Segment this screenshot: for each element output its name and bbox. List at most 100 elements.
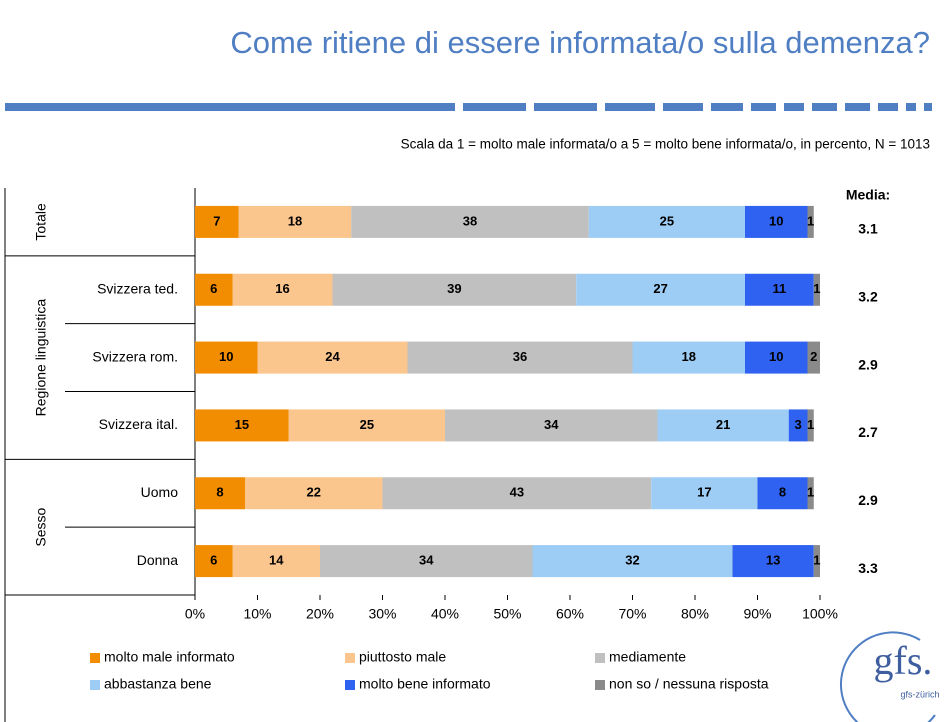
legend-label: piuttosto male (359, 649, 446, 665)
bar-segment (257, 341, 408, 374)
logo: gfs. (874, 638, 933, 683)
bar-segment (813, 273, 820, 306)
group-label: Totale (33, 203, 49, 241)
legend-label: molto bene informato (359, 676, 491, 692)
x-tick-label: 30% (368, 606, 396, 622)
value-label: 8 (216, 485, 223, 500)
logo-sub: gfs-zürich (900, 689, 939, 699)
group-label: Sesso (33, 508, 49, 547)
legend-swatch (345, 680, 355, 690)
legend-swatch (90, 680, 100, 690)
bar-segment (807, 409, 814, 442)
bar-segment (657, 409, 789, 442)
bar-segment (632, 341, 745, 374)
bar-segment (576, 273, 745, 306)
value-label: 21 (716, 417, 730, 432)
bar-segment (807, 477, 814, 510)
value-label: 22 (307, 485, 321, 500)
bar-segment (195, 273, 233, 306)
x-tick-label: 70% (618, 606, 646, 622)
legend-label: mediamente (609, 649, 686, 665)
value-label: 25 (360, 417, 374, 432)
value-label: 6 (210, 553, 217, 568)
logo-arc (839, 631, 936, 722)
value-label: 13 (766, 553, 780, 568)
bar-segment (195, 409, 289, 442)
bar-segment (757, 477, 808, 510)
x-tick-label: 40% (431, 606, 459, 622)
bar-segment (382, 477, 652, 510)
bar-segment (195, 477, 245, 510)
value-label: 10 (769, 349, 783, 364)
legend-swatch (90, 653, 100, 663)
x-tick-label: 90% (743, 606, 771, 622)
value-label: 18 (682, 349, 696, 364)
x-tick-label: 80% (681, 606, 709, 622)
bar-segment (788, 409, 808, 442)
value-label: 1 (807, 213, 814, 228)
value-label: 7 (213, 213, 220, 228)
category-label: Svizzera rom. (92, 348, 178, 364)
bar-segment (232, 273, 333, 306)
x-tick-label: 100% (802, 606, 838, 622)
group-label: Regione linguistica (33, 299, 49, 417)
chart-title: Come ritiene di essere informata/o sulla… (230, 25, 930, 60)
header-rule (5, 103, 455, 111)
bar-segment (588, 205, 745, 238)
legend-label: abbastanza bene (104, 676, 212, 692)
value-label: 36 (513, 349, 527, 364)
x-tick-label: 0% (185, 606, 205, 622)
value-label: 39 (447, 281, 461, 296)
mean-label: 3.3 (858, 560, 878, 576)
x-tick-label: 60% (556, 606, 584, 622)
bar-segment (320, 545, 533, 578)
value-label: 24 (325, 349, 340, 364)
value-label: 34 (419, 553, 434, 568)
bar-segment (532, 545, 733, 578)
mean-label: 2.9 (858, 356, 878, 372)
value-label: 8 (779, 485, 786, 500)
bar-segment (445, 409, 658, 442)
bar-segment (745, 205, 808, 238)
bar-segment (238, 205, 352, 238)
header-dashes (463, 103, 932, 111)
legend-swatch (345, 653, 355, 663)
value-label: 16 (275, 281, 289, 296)
legend-swatch (595, 680, 605, 690)
value-label: 18 (288, 213, 302, 228)
bar-segment (732, 545, 814, 578)
bar-segment (807, 205, 814, 238)
value-label: 34 (544, 417, 559, 432)
value-label: 1 (813, 281, 820, 296)
value-label: 10 (219, 349, 233, 364)
bar-segment (745, 341, 808, 374)
value-label: 3 (795, 417, 802, 432)
category-label: Svizzera ital. (99, 416, 178, 432)
category-label: Donna (137, 552, 178, 568)
legend-label: non so / nessuna risposta (609, 676, 769, 692)
value-label: 32 (625, 553, 639, 568)
bar-segment (195, 545, 233, 578)
bar-segment (351, 205, 589, 238)
value-label: 6 (210, 281, 217, 296)
bar-segment (407, 341, 633, 374)
mean-label: 2.9 (858, 492, 878, 508)
value-label: 43 (510, 485, 524, 500)
category-label: Uomo (141, 484, 179, 500)
bar-segment (745, 273, 814, 306)
bar-segment (195, 341, 258, 374)
value-label: 27 (653, 281, 667, 296)
value-label: 11 (773, 281, 787, 296)
value-label: 38 (463, 213, 477, 228)
bar-segment (332, 273, 577, 306)
category-label: Svizzera ted. (97, 280, 178, 296)
bar-segment (245, 477, 383, 510)
value-label: 2 (810, 349, 817, 364)
x-tick-label: 10% (243, 606, 271, 622)
value-label: 17 (697, 485, 711, 500)
bar-segment (807, 341, 820, 374)
value-label: 14 (269, 553, 284, 568)
legend-swatch (595, 653, 605, 663)
subtitle: Scala da 1 = molto male informata/o a 5 … (401, 137, 930, 152)
